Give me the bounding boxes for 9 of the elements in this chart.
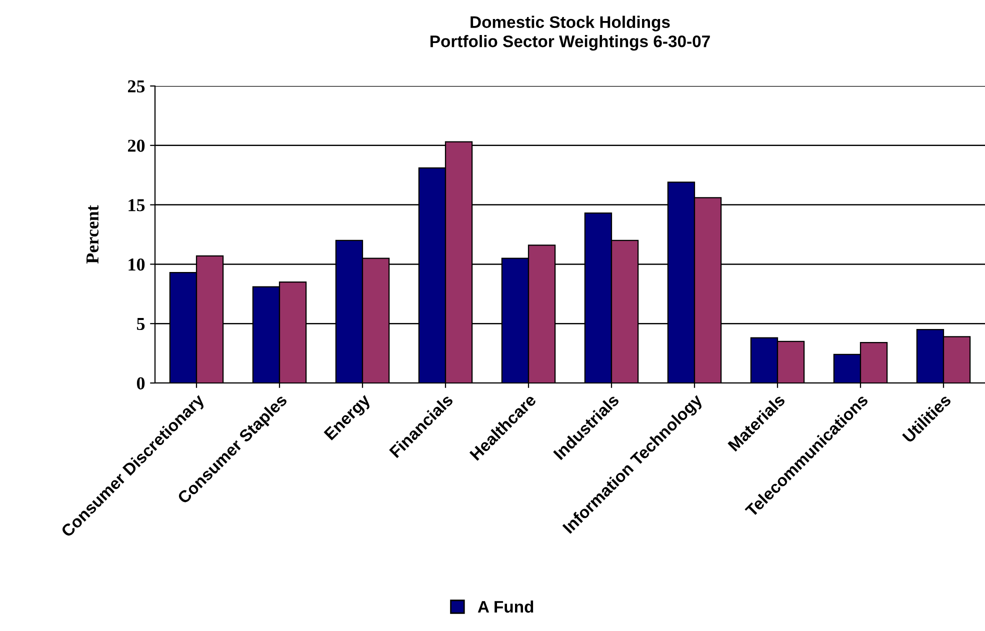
y-axis-title: Percent [86, 205, 99, 264]
y-tick-label: 10 [128, 258, 145, 271]
legend-label: A Fund [478, 600, 534, 613]
chart-title: Domestic Stock Holdings Portfolio Sector Weightings 6-30-07 [430, 16, 710, 51]
y-tick-label: 15 [128, 199, 145, 212]
y-tick-label: 25 [128, 80, 145, 92]
y-tick-label: 0 [136, 377, 145, 390]
y-tick-label: 20 [128, 140, 145, 152]
y-tick-label: 5 [136, 318, 145, 330]
